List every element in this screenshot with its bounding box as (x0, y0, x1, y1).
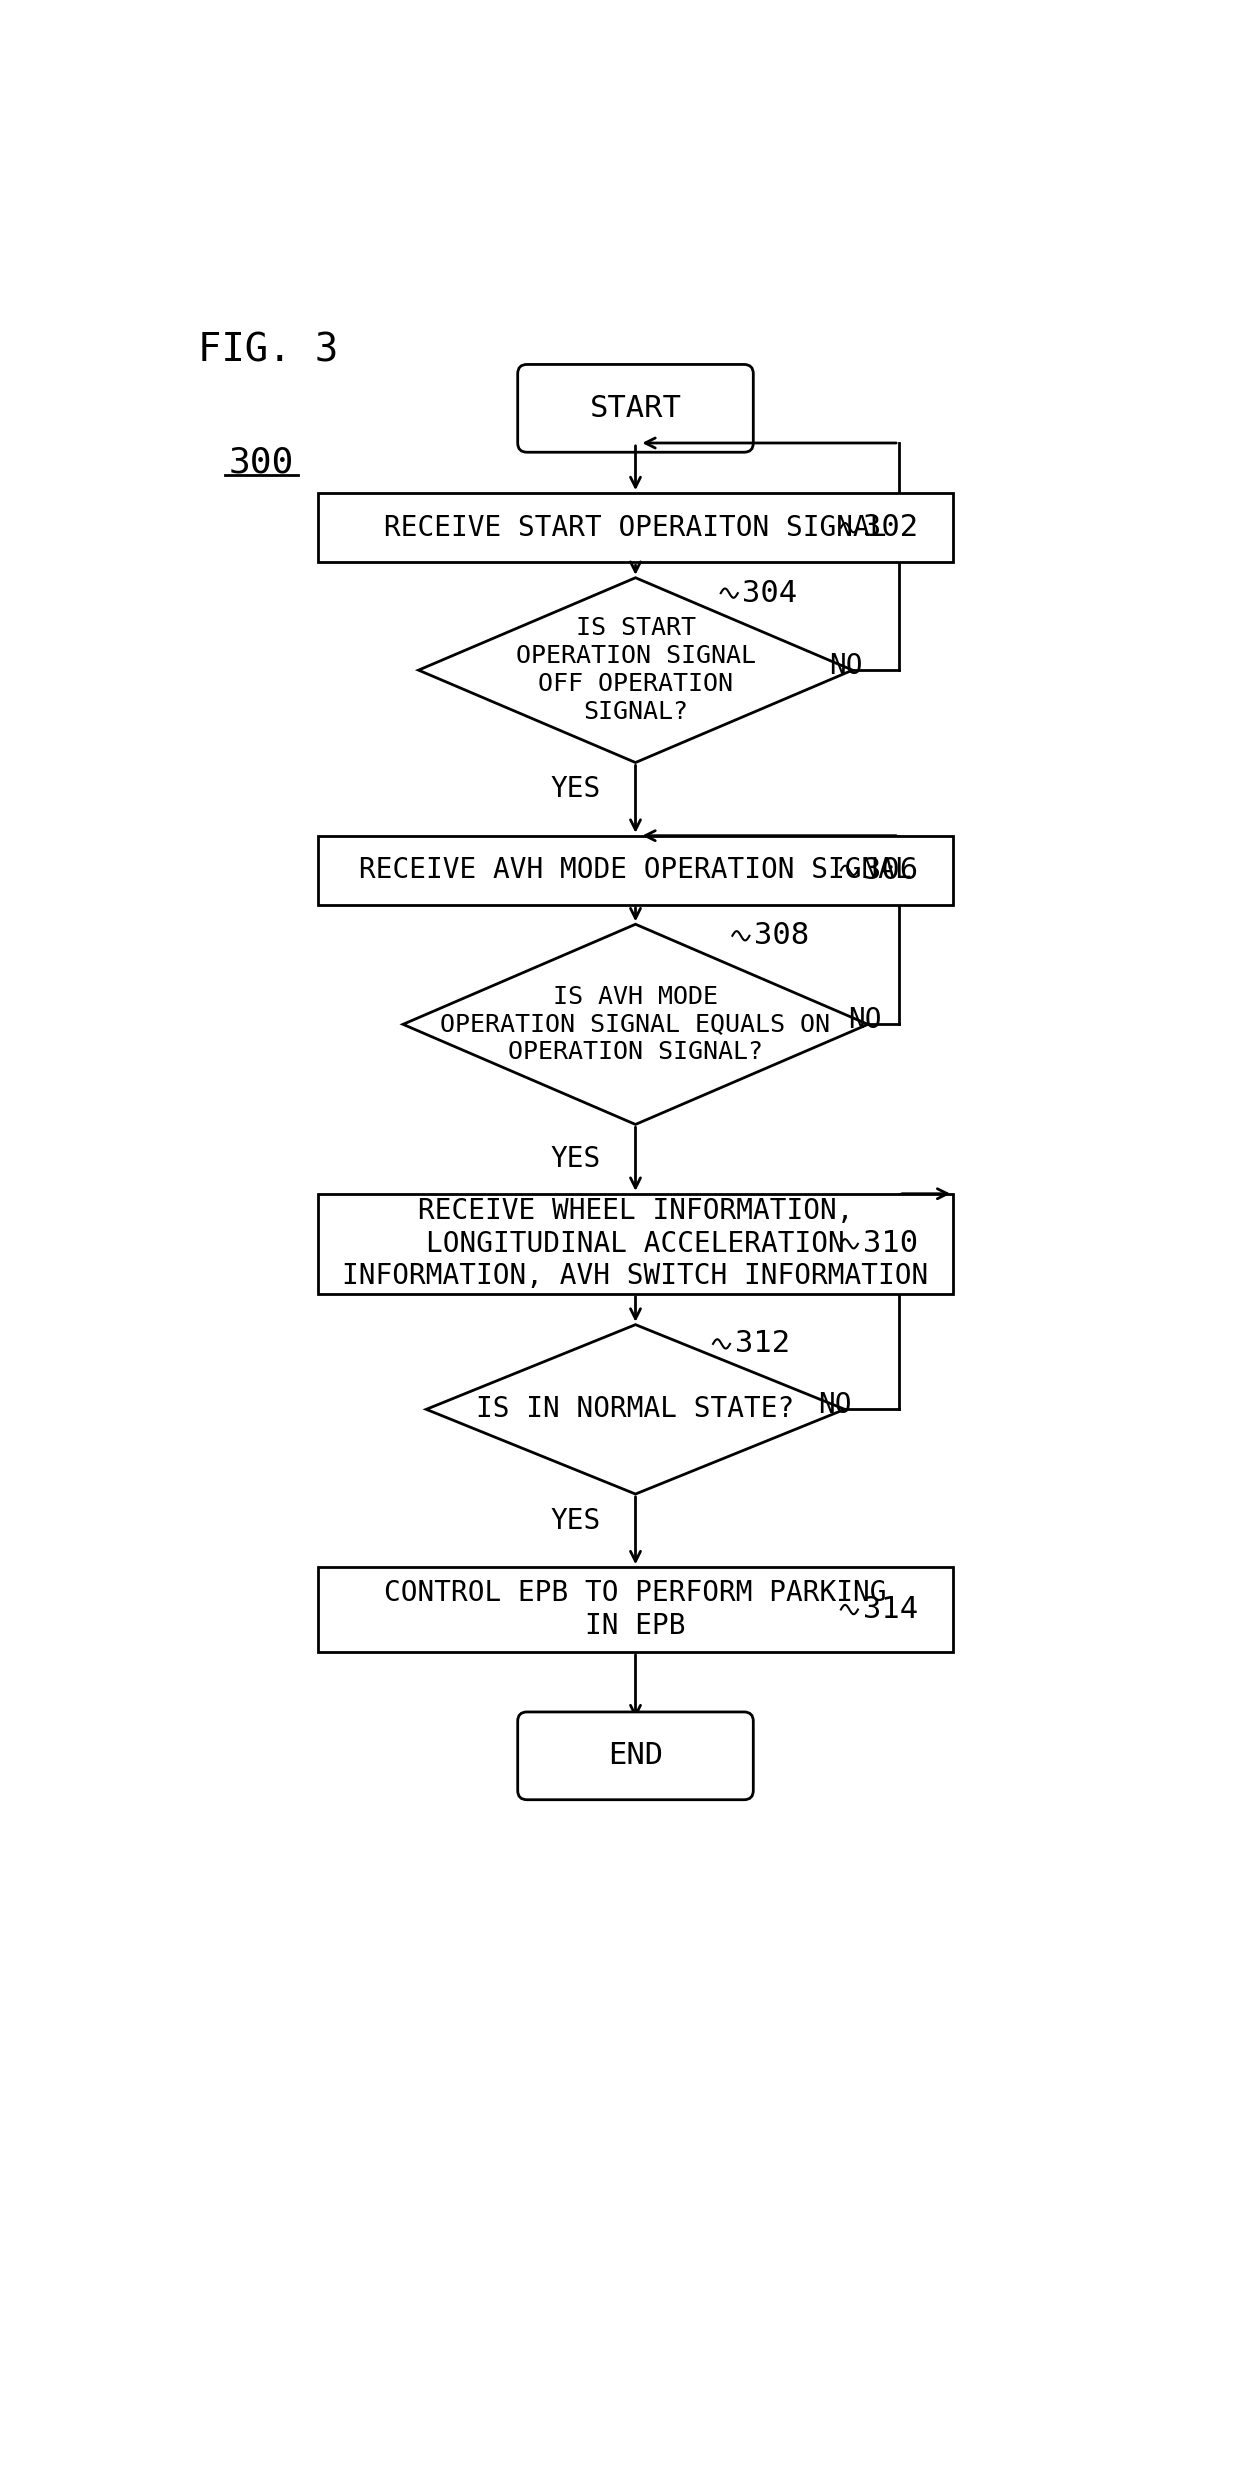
Text: CONTROL EPB TO PERFORM PARKING
IN EPB: CONTROL EPB TO PERFORM PARKING IN EPB (384, 1578, 887, 1640)
Polygon shape (419, 577, 853, 762)
Bar (317, 836, 954, 905)
Text: IS AVH MODE
OPERATION SIGNAL EQUALS ON
OPERATION SIGNAL?: IS AVH MODE OPERATION SIGNAL EQUALS ON O… (440, 984, 831, 1065)
Text: YES: YES (551, 1507, 600, 1534)
Text: 302: 302 (863, 513, 918, 543)
Text: YES: YES (551, 1144, 600, 1174)
Bar (317, 1194, 954, 1295)
Text: RECEIVE START OPERAITON SIGNAL: RECEIVE START OPERAITON SIGNAL (384, 513, 887, 543)
Text: 306: 306 (863, 856, 918, 885)
Text: 300: 300 (228, 446, 294, 478)
Text: 314: 314 (863, 1596, 918, 1625)
Bar (317, 493, 954, 562)
Text: 304: 304 (743, 580, 797, 607)
FancyBboxPatch shape (518, 365, 754, 451)
Text: RECEIVE AVH MODE OPERATION SIGNAL: RECEIVE AVH MODE OPERATION SIGNAL (360, 856, 911, 885)
FancyBboxPatch shape (518, 1711, 754, 1800)
Text: NO: NO (848, 1006, 882, 1036)
Text: NO: NO (817, 1391, 851, 1420)
Text: NO: NO (830, 653, 863, 681)
Text: END: END (608, 1741, 663, 1771)
Text: 312: 312 (734, 1329, 790, 1359)
Text: 310: 310 (863, 1228, 918, 1258)
Text: START: START (589, 395, 682, 422)
Text: YES: YES (551, 774, 600, 804)
Text: RECEIVE WHEEL INFORMATION,
LONGITUDINAL ACCELERATION
INFORMATION, AVH SWITCH INF: RECEIVE WHEEL INFORMATION, LONGITUDINAL … (342, 1198, 929, 1290)
Bar (317, 1568, 954, 1652)
Text: IS IN NORMAL STATE?: IS IN NORMAL STATE? (476, 1396, 795, 1423)
Text: FIG. 3: FIG. 3 (197, 330, 337, 370)
Text: 308: 308 (754, 922, 810, 949)
Polygon shape (427, 1324, 844, 1494)
Polygon shape (403, 925, 868, 1124)
Text: IS START
OPERATION SIGNAL
OFF OPERATION
SIGNAL?: IS START OPERATION SIGNAL OFF OPERATION … (516, 616, 755, 725)
